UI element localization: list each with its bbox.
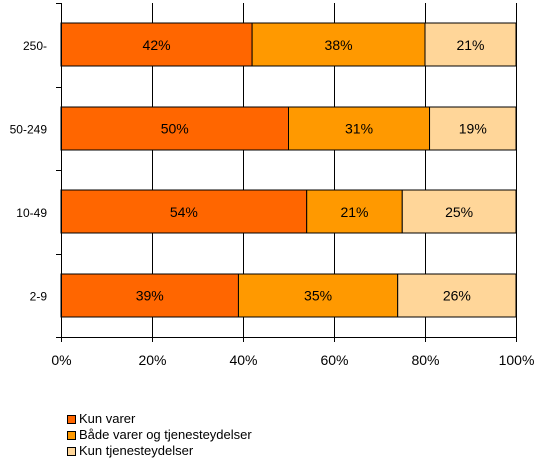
data-label-1-2: 21%: [340, 204, 368, 220]
bar-2-1: [429, 106, 517, 151]
data-label-0-2: 54%: [170, 204, 198, 220]
bar-0-0: [60, 22, 253, 67]
data-label-1-3: 35%: [304, 287, 332, 303]
category-label-0: 250-: [23, 39, 47, 53]
legend-label-0: Kun varer: [79, 411, 136, 426]
x-tick-label-3: 60%: [320, 352, 348, 368]
legend-label-2: Kun tjenesteydelser: [79, 443, 194, 458]
x-tick-label-4: 80%: [411, 352, 439, 368]
legend-item-2: Kun tjenesteydelser: [67, 443, 252, 459]
data-label-0-1: 50%: [161, 120, 189, 136]
bar-1-1: [288, 106, 431, 151]
x-tick-label-5: 100%: [499, 352, 535, 368]
x-tick-label-1: 20%: [138, 352, 166, 368]
category-label-2: 10-49: [16, 206, 47, 220]
bar-2-2: [401, 189, 517, 234]
data-label-2-0: 21%: [456, 37, 484, 53]
bar-2-0: [424, 22, 517, 67]
legend-swatch-1: [67, 430, 76, 440]
legend-swatch-2: [67, 446, 76, 456]
data-label-0-0: 42%: [143, 37, 171, 53]
data-label-1-1: 31%: [345, 120, 373, 136]
data-label-2-1: 19%: [459, 120, 487, 136]
bar-2-3: [397, 273, 517, 318]
x-tick-label-0: 0%: [51, 352, 71, 368]
legend-label-1: Både varer og tjenesteydelser: [79, 427, 252, 442]
bar-0-2: [60, 189, 308, 234]
bar-1-0: [251, 22, 426, 67]
data-label-1-0: 38%: [325, 37, 353, 53]
category-label-3: 2-9: [30, 289, 48, 303]
bar-1-3: [237, 273, 399, 318]
legend: Kun varer Både varer og tjenesteydelser …: [67, 411, 252, 459]
category-label-1: 50-249: [10, 122, 48, 136]
data-label-2-2: 25%: [445, 204, 473, 220]
data-label-2-3: 26%: [443, 287, 471, 303]
legend-swatch-0: [67, 414, 76, 424]
x-tick-label-2: 40%: [229, 352, 257, 368]
legend-item-1: Både varer og tjenesteydelser: [67, 427, 252, 443]
legend-item-0: Kun varer: [67, 411, 252, 427]
bar-0-1: [60, 106, 289, 151]
data-label-0-3: 39%: [136, 287, 164, 303]
